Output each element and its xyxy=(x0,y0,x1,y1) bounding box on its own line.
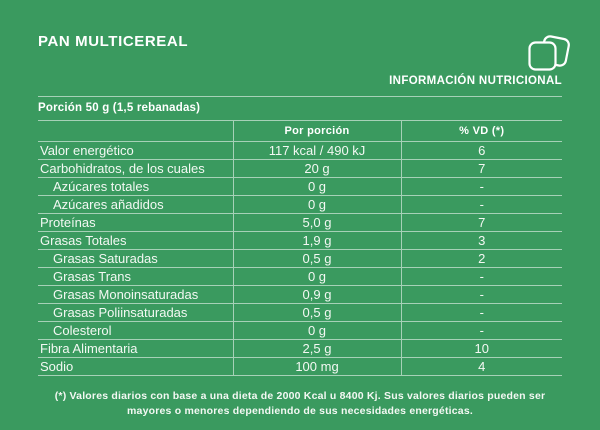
daily-values-footnote: (*) Valores diarios con base a una dieta… xyxy=(30,389,570,419)
column-header-pct-vd: % VD (*) xyxy=(400,120,562,142)
nutrient-label: Fibra Alimentaria xyxy=(38,339,233,358)
per-portion-value: 2,5 g xyxy=(232,339,401,358)
pct-vd-value: 3 xyxy=(400,231,562,250)
pct-vd-value: 7 xyxy=(400,213,562,232)
per-portion-value: 0,5 g xyxy=(232,303,401,322)
pct-vd-value: - xyxy=(400,177,562,196)
nutrient-label: Valor energético xyxy=(38,141,233,160)
per-portion-value: 0,9 g xyxy=(232,285,401,304)
nutrient-label: Azúcares añadidos xyxy=(38,195,233,214)
table-header-row: Por porción % VD (*) xyxy=(38,120,562,142)
pct-vd-value: 4 xyxy=(400,357,562,376)
per-portion-value: 5,0 g xyxy=(232,213,401,232)
per-portion-value: 117 kcal / 490 kJ xyxy=(232,141,401,160)
pct-vd-value: 6 xyxy=(400,141,562,160)
nutrient-label: Colesterol xyxy=(38,321,233,340)
nutrient-label: Proteínas xyxy=(38,213,233,232)
page-title: PAN MULTICEREAL xyxy=(38,33,189,50)
per-portion-value: 0,5 g xyxy=(232,249,401,268)
table-row: Azúcares añadidos 0 g- xyxy=(38,195,562,214)
per-portion-value: 20 g xyxy=(232,159,401,178)
per-portion-value: 0 g xyxy=(232,321,401,340)
table-row: Grasas Monoinsaturadas 0,9 g- xyxy=(38,285,562,304)
pct-vd-value: - xyxy=(400,195,562,214)
column-header-nutrient xyxy=(38,120,233,142)
nutrient-label: Grasas Saturadas xyxy=(38,249,233,268)
nutrient-label: Grasas Monoinsaturadas xyxy=(38,285,233,304)
table-row: Grasas Trans 0 g- xyxy=(38,267,562,286)
nutrient-label: Grasas Totales xyxy=(38,231,233,250)
bread-slices-icon xyxy=(526,34,573,72)
nutrition-table-body: Valor energético 117 kcal / 490 kJ 6 Carboh… xyxy=(38,141,562,376)
per-portion-value: 0 g xyxy=(232,267,401,286)
table-row: Sodio 100 mg 4 xyxy=(38,357,562,376)
serving-size-line: Porción 50 g (1,5 rebanadas) xyxy=(38,102,201,114)
pct-vd-value: - xyxy=(400,303,562,322)
nutrient-label: Grasas Poliinsaturadas xyxy=(38,303,233,322)
nutrient-label: Sodio xyxy=(38,357,233,376)
nutrient-label: Azúcares totales xyxy=(38,177,233,196)
panel-label: INFORMACIÓN NUTRICIONAL xyxy=(389,75,562,87)
pct-vd-value: 10 xyxy=(400,339,562,358)
pct-vd-value: - xyxy=(400,285,562,304)
table-row: Fibra Alimentaria 2,5 g 10 xyxy=(38,339,562,358)
nutrient-label: Grasas Trans xyxy=(38,267,233,286)
nutrient-label: Carbohidratos, de los cuales xyxy=(38,159,233,178)
table-row: Valor energético 117 kcal / 490 kJ 6 xyxy=(38,141,562,160)
table-row: Azúcares totales 0 g- xyxy=(38,177,562,196)
table-row: Colesterol 0 g- xyxy=(38,321,562,340)
per-portion-value: 100 mg xyxy=(232,357,401,376)
footnote-line-2: mayores o menores dependiendo de sus nec… xyxy=(127,405,473,417)
per-portion-value: 0 g xyxy=(232,177,401,196)
pct-vd-value: - xyxy=(400,267,562,286)
pct-vd-value: - xyxy=(400,321,562,340)
per-portion-value: 0 g xyxy=(232,195,401,214)
pct-vd-value: 7 xyxy=(400,159,562,178)
header-divider xyxy=(38,96,562,97)
column-header-per-portion: Por porción xyxy=(232,120,401,142)
per-portion-value: 1,9 g xyxy=(232,231,401,250)
nutrition-table: Por porción % VD (*) Valor energético 117… xyxy=(38,120,562,376)
pct-vd-value: 2 xyxy=(400,249,562,268)
footnote-line-1: (*) Valores diarios con base a una dieta… xyxy=(54,390,546,402)
table-row: Grasas Poliinsaturadas 0,5 g- xyxy=(38,303,562,322)
